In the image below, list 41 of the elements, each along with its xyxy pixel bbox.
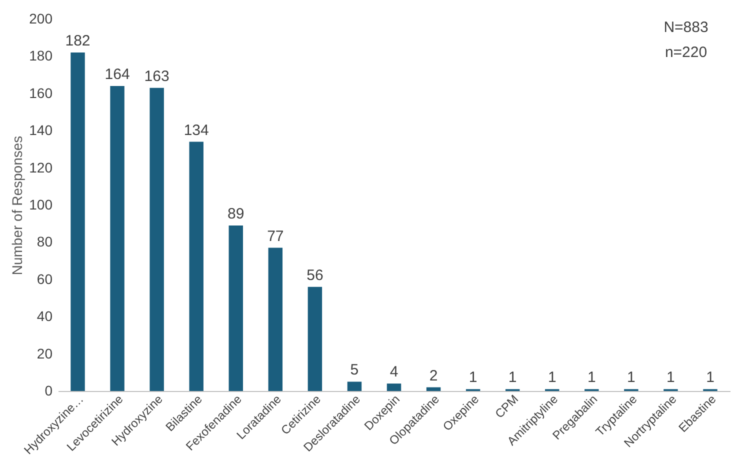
y-tick-label: 60 [36,270,53,287]
data-label: 134 [184,122,209,139]
bar [386,384,402,391]
data-label: 2 [429,367,438,384]
data-label: 89 [228,205,244,222]
data-label: 1 [548,369,556,386]
data-label: 164 [104,66,130,83]
data-label: 182 [65,32,90,50]
bar [268,248,283,391]
annotation: n=220 [664,44,708,61]
bar [150,88,164,391]
y-tick-label: 20 [36,345,53,362]
data-label: 163 [144,68,170,85]
data-label: 1 [706,369,714,386]
bar [426,387,441,391]
data-label: 1 [666,369,675,386]
bar [110,86,124,391]
bar [228,225,243,391]
y-tick-label: 0 [44,382,53,398]
y-tick-label: 80 [36,234,53,250]
data-label: 4 [390,364,398,381]
data-label: 5 [350,362,359,379]
y-tick-label: 140 [29,122,53,138]
y-tick-label: 40 [36,308,53,324]
y-tick-label: 100 [29,196,53,212]
bar [70,52,85,391]
bar [189,142,204,391]
data-label: 1 [468,369,478,386]
y-tick-label: 120 [29,159,53,176]
y-axis-title: Number of Responses [9,136,26,276]
data-label: 1 [627,369,636,386]
bar [308,286,322,391]
y-tick-label: 180 [29,48,53,64]
data-label: 77 [267,228,284,245]
y-tick-label: 200 [29,10,53,26]
data-label: 56 [306,266,324,284]
y-tick-label: 160 [29,84,53,101]
bar [347,382,362,391]
data-label: 1 [508,369,517,386]
data-label: 1 [587,369,596,386]
annotation: N=883 [664,19,708,36]
